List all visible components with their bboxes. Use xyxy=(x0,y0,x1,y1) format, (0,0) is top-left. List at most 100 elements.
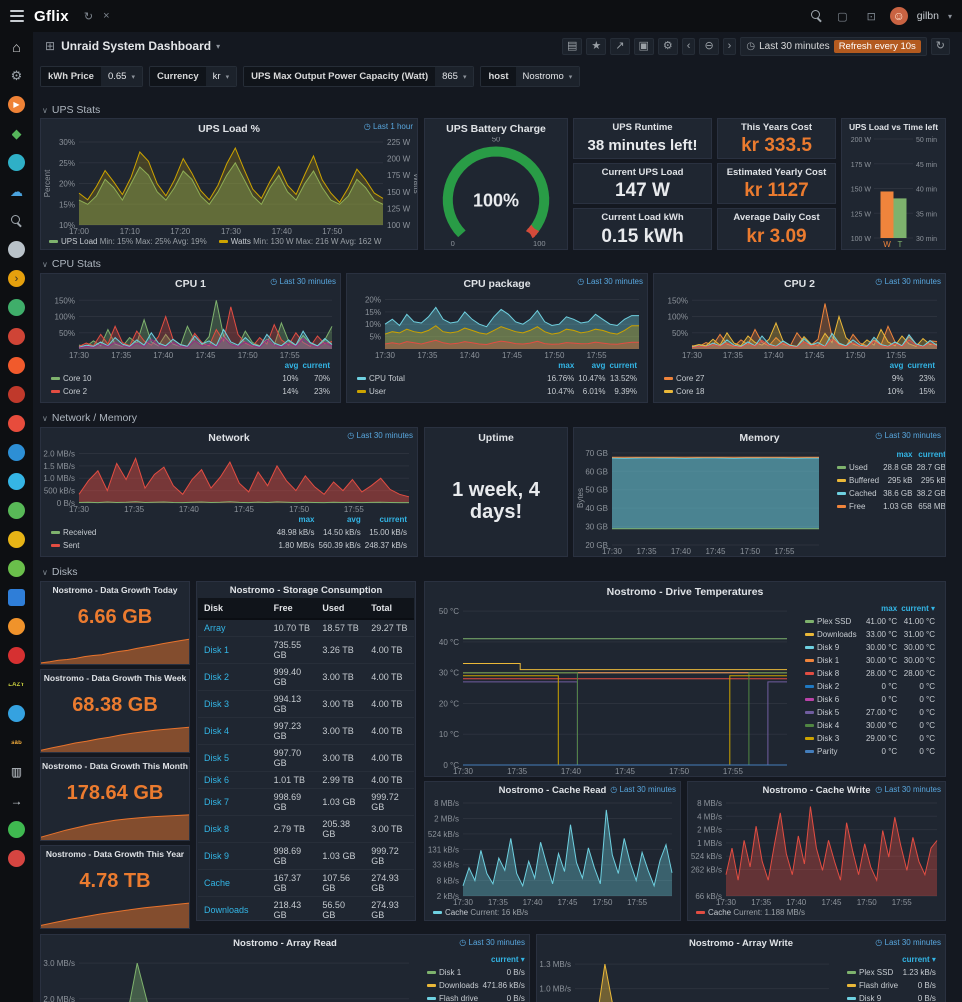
share-icon[interactable]: ↗ xyxy=(610,37,630,55)
app-red-arrow-icon[interactable] xyxy=(0,641,33,670)
cpu1-chart[interactable]: 50% 100% 150% 17:30 17:35 17:40 17:45 17:50 17:5… xyxy=(41,292,340,360)
search-app-icon[interactable] xyxy=(0,206,33,235)
app-target-icon[interactable] xyxy=(0,844,33,873)
cache-write-chart[interactable]: 66 kB/s 262 kB/s 524 kB/s 1 MB/s 2 MB/s 4 MB/… xyxy=(688,798,945,907)
panel-title[interactable]: Current UPS Load xyxy=(601,167,684,178)
panel-title[interactable]: Current Load kWh xyxy=(601,212,684,223)
app-red-icon[interactable] xyxy=(0,322,33,351)
panel-title[interactable]: Nostromo - Data Growth Today xyxy=(52,585,178,595)
panel-title[interactable]: Nostromo - Drive Temperatures xyxy=(606,586,764,598)
cache-read-chart[interactable]: 2 kB/s 8 kB/s 33 kB/s 131 kB/s 524 kB/s 2 MB/… xyxy=(425,798,680,907)
dashboard-title-caret-icon[interactable]: ▾ xyxy=(216,41,221,51)
lazy-librarian-icon[interactable]: LAZY xyxy=(8,681,25,688)
time-back-icon[interactable]: ‹ xyxy=(681,37,696,55)
cpu2-chart[interactable]: 50% 100% 150% 17:30 17:35 17:40 17:45 17:50 17:5… xyxy=(654,292,945,360)
row-ups-stats[interactable]: ∨ UPS Stats xyxy=(42,104,101,116)
panel-title[interactable]: Memory xyxy=(739,432,780,444)
panel-title[interactable]: UPS Runtime xyxy=(612,122,673,133)
panel-title[interactable]: Nostromo - Data Growth This Year xyxy=(45,849,185,859)
panel-title[interactable]: Estimated Yearly Cost xyxy=(726,167,827,178)
network-chart[interactable]: 0 B/s 500 kB/s 1.0 MB/s 1.5 MB/s 2.0 MB/s 17:… xyxy=(41,446,417,514)
app-orange-arrows-icon[interactable] xyxy=(0,612,33,641)
legend-item[interactable]: Cache Current: 1.188 MB/s xyxy=(696,908,805,917)
username[interactable]: gilbn xyxy=(916,10,939,22)
panel-title[interactable]: Nostromo - Array Read xyxy=(233,938,337,949)
settings-gear-icon[interactable]: ⚙ xyxy=(10,67,23,83)
app-water-icon[interactable] xyxy=(0,699,33,728)
ups-load-vs-time-chart[interactable]: 100 W 125 W 150 W 175 W 200 W 30 min 35 min 40 … xyxy=(842,133,945,249)
star-icon[interactable]: ★ xyxy=(586,37,607,55)
ups-load-chart[interactable]: 10% 15% 20% 25% 30% 100 W 125 W 150 W 175 W 200 W… xyxy=(41,137,417,236)
panel-title[interactable]: This Years Cost xyxy=(740,122,813,133)
plex-icon[interactable]: › xyxy=(0,264,33,293)
column-header[interactable]: Used xyxy=(316,598,366,620)
app-brand[interactable]: Gflix xyxy=(34,7,69,25)
app-user-icon[interactable] xyxy=(0,235,33,264)
dashboard-title[interactable]: Unraid System Dashboard xyxy=(61,39,212,53)
legend-sort-header[interactable]: current xyxy=(609,361,637,370)
dashboard-settings-icon[interactable]: ⚙ xyxy=(657,37,678,55)
panel-title[interactable]: Nostromo - Data Growth This Month xyxy=(42,761,188,771)
legend-sort-header[interactable]: max xyxy=(881,604,898,613)
logout-icon[interactable]: → xyxy=(10,793,23,808)
app-teal-icon[interactable] xyxy=(0,148,33,177)
search-icon[interactable] xyxy=(811,10,823,22)
panel-title[interactable]: Nostromo - Cache Read xyxy=(498,785,607,796)
legend-sort-header[interactable]: current xyxy=(918,450,945,459)
app-blue-square-icon[interactable] xyxy=(0,583,33,612)
panel-title[interactable]: Network xyxy=(208,432,250,444)
fullscreen-icon[interactable]: ▢ xyxy=(837,10,848,23)
app-green-icon[interactable] xyxy=(0,293,33,322)
panel-title[interactable]: UPS Load vs Time left xyxy=(848,122,939,132)
panel-title[interactable]: Nostromo - Data Growth This Week xyxy=(43,673,187,683)
app-burger-icon[interactable] xyxy=(0,525,33,554)
app-leaf-icon[interactable] xyxy=(0,496,33,525)
app-diamond-icon[interactable]: ◆ xyxy=(11,125,22,141)
app-drop-icon[interactable] xyxy=(0,467,33,496)
library-icon[interactable]: ▥ xyxy=(10,764,23,779)
refresh-interval-label[interactable]: Refresh every 10s xyxy=(833,39,921,53)
panel-title[interactable]: Nostromo - Cache Write xyxy=(762,785,871,796)
column-header[interactable]: Total xyxy=(365,598,414,620)
legend-sort-header[interactable]: current ▾ xyxy=(491,955,525,964)
variable-ups-max-output[interactable]: UPS Max Output Power Capacity (Watt) 865… xyxy=(243,66,475,87)
app-play-icon[interactable]: ▶ xyxy=(0,90,33,119)
panel-title[interactable]: CPU 1 xyxy=(175,278,206,290)
row-network-memory[interactable]: ∨ Network / Memory xyxy=(42,412,138,424)
array-write-chart[interactable]: 1.3 MB/s 1.0 MB/s xyxy=(537,951,837,1002)
panel-title[interactable]: Average Daily Cost xyxy=(733,212,820,223)
variable-host[interactable]: host Nostromo ▾ xyxy=(480,66,581,87)
save-icon[interactable]: ▣ xyxy=(633,37,654,55)
legend-item[interactable]: Cache Current: 16 kB/s xyxy=(433,908,528,917)
legend-sort-header[interactable]: avg xyxy=(284,361,299,370)
legend-sort-header[interactable]: current ▾ xyxy=(901,604,935,613)
legend-sort-header[interactable]: current xyxy=(907,361,935,370)
github-icon[interactable] xyxy=(0,815,33,844)
legend-sort-header[interactable]: current ▾ xyxy=(902,955,936,964)
app-cloud-icon[interactable]: ☁ xyxy=(10,183,23,199)
legend-sort-header[interactable]: max xyxy=(298,515,315,524)
refresh-icon[interactable]: ↻ xyxy=(930,37,950,55)
app-eye-icon[interactable] xyxy=(0,438,33,467)
battery-gauge[interactable]: 0 50 100 100% xyxy=(425,137,567,249)
app-stripes-icon[interactable] xyxy=(0,554,33,583)
row-cpu-stats[interactable]: ∨ CPU Stats xyxy=(42,258,101,270)
legend-item[interactable]: Watts Min: 130 W Max: 216 W Avg: 162 W xyxy=(218,237,381,246)
panel-title[interactable]: Uptime xyxy=(478,432,514,444)
panel-title[interactable]: CPU package xyxy=(463,278,531,290)
memory-chart[interactable]: 20 GB 30 GB 40 GB 50 GB 60 GB 70 GB 17:30 17:35… xyxy=(574,446,827,556)
panel-title[interactable]: Nostromo - Storage Consumption xyxy=(229,585,383,596)
menu-icon[interactable] xyxy=(10,10,24,22)
avatar[interactable]: ☺ xyxy=(889,7,908,25)
add-panel-icon[interactable]: ▤ xyxy=(562,37,583,55)
cpu-package-chart[interactable]: 5% 10% 15% 20% 17:30 17:35 17:40 17:45 17:50 17:5… xyxy=(347,292,647,360)
app-crimson-icon[interactable] xyxy=(0,409,33,438)
legend-sort-header[interactable]: avg xyxy=(346,515,361,524)
legend-sort-header[interactable]: current xyxy=(379,515,407,524)
legend-item[interactable]: UPS Load Min: 15% Max: 25% Avg: 19% xyxy=(49,237,207,246)
time-picker[interactable]: ◷ Last 30 minutes Refresh every 10s xyxy=(740,36,927,56)
zoom-out-icon[interactable]: ⊖ xyxy=(699,37,719,55)
panel-title[interactable]: UPS Load % xyxy=(198,123,260,135)
cycle-view-icon[interactable]: ↻ xyxy=(83,10,94,23)
variable-kwh-price[interactable]: kWh Price 0.65 ▾ xyxy=(40,66,143,87)
